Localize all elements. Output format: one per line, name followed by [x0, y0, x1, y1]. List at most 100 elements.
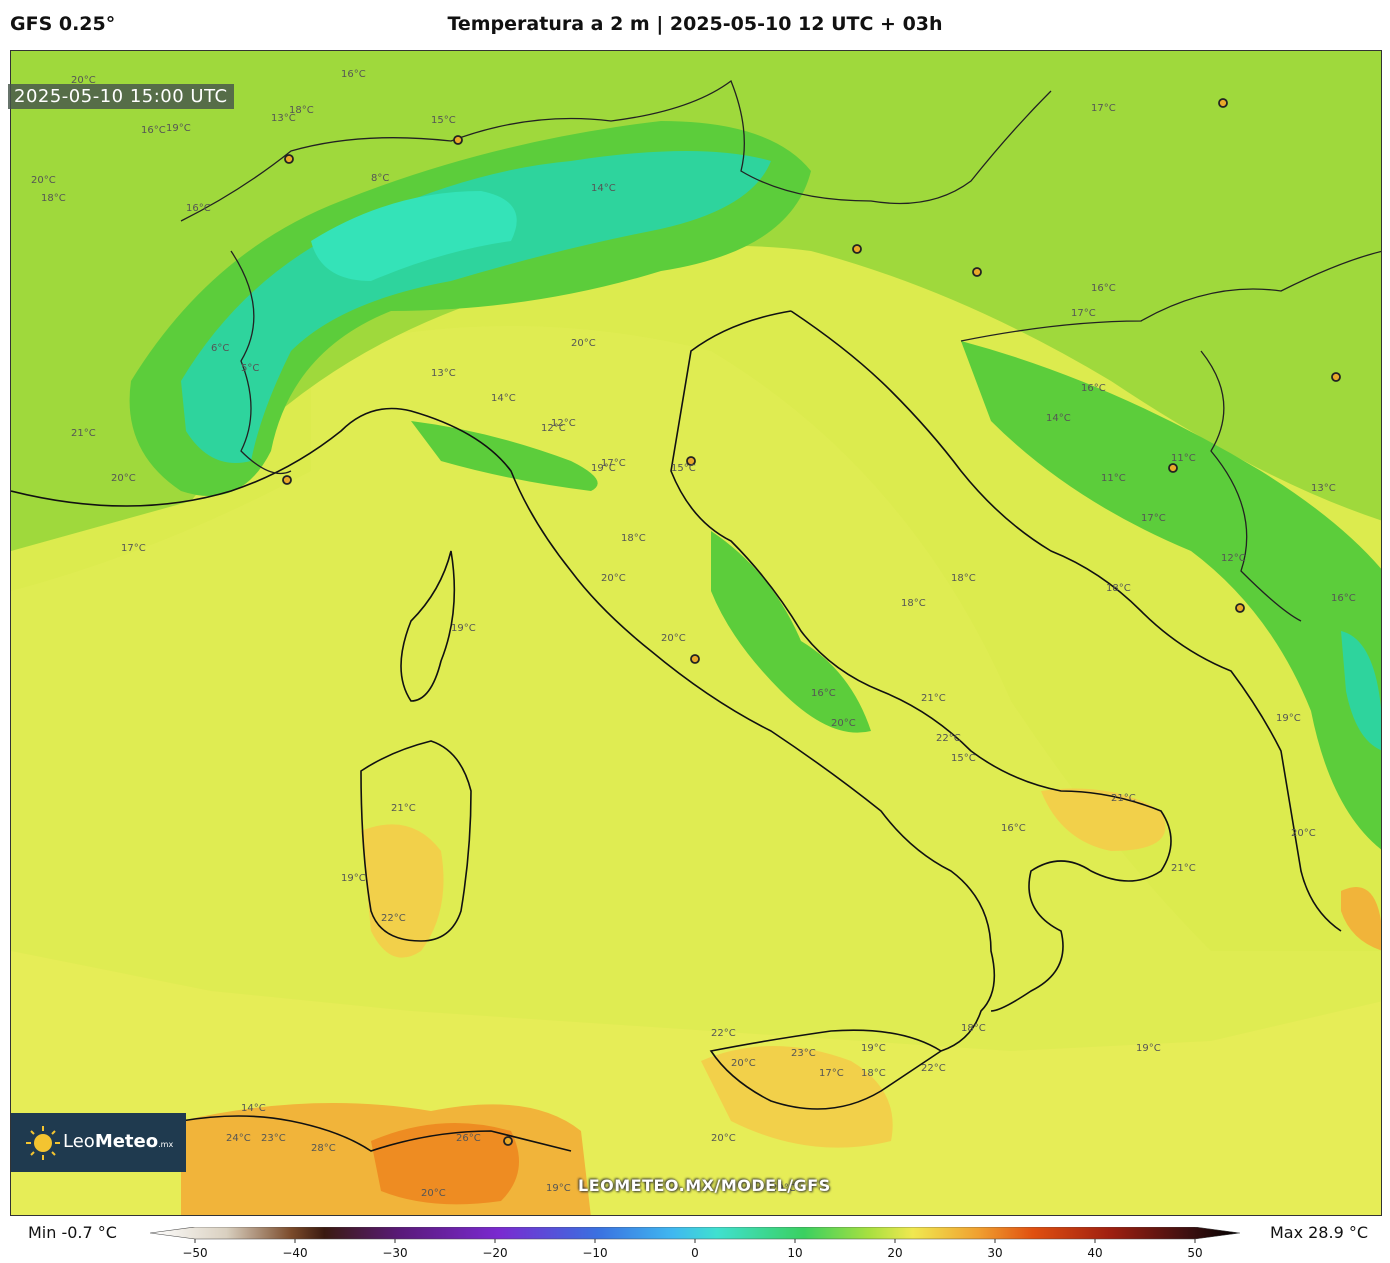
- corsica-coast: [400, 550, 456, 702]
- colorbar-gradient: [150, 1227, 1240, 1240]
- contour-label: 20°C: [571, 338, 596, 349]
- map-title: Temperatura a 2 m | 2025-05-10 12 UTC + …: [447, 13, 943, 35]
- contour-label: 21°C: [1111, 793, 1136, 804]
- field-greece-warm: [1341, 887, 1381, 951]
- contour-label: 16°C: [811, 688, 836, 699]
- colorbar-ticks: −50 −40 −30 −20 −10 0 10 20 30 40 50: [182, 1239, 1203, 1260]
- coastlines: [11, 310, 1342, 1152]
- contour-label: 18°C: [861, 1068, 886, 1079]
- field-africa-hot: [371, 1123, 519, 1205]
- contour-label: 22°C: [936, 733, 961, 744]
- contour-label: 14°C: [591, 183, 616, 194]
- field-north-green: [11, 51, 1381, 551]
- contour-label: 19°C: [591, 463, 616, 474]
- city-marker[interactable]: [284, 154, 294, 164]
- contour-label: 21°C: [921, 693, 946, 704]
- contour-label: 12°C: [551, 418, 576, 429]
- city-marker[interactable]: [1168, 463, 1178, 473]
- city-marker[interactable]: [453, 135, 463, 145]
- contour-label: 13°C: [1311, 483, 1336, 494]
- field-balkans-green: [961, 341, 1381, 850]
- colorbar: −50 −40 −30 −20 −10 0 10 20 30 40 50: [150, 1227, 1240, 1260]
- colorbar-tick-label: −20: [482, 1246, 507, 1260]
- sun-icon: [26, 1126, 60, 1160]
- sicily-coast: [709, 1029, 942, 1110]
- contour-label: 5°C: [241, 363, 259, 374]
- contour-label: 14°C: [241, 1103, 266, 1114]
- contour-label: 18°C: [961, 1023, 986, 1034]
- contour-label: 19°C: [1136, 1043, 1161, 1054]
- city-marker[interactable]: [686, 456, 696, 466]
- contour-label: 20°C: [31, 175, 56, 186]
- contour-label: 6°C: [211, 343, 229, 354]
- contour-label: 20°C: [601, 573, 626, 584]
- contour-label: 17°C: [121, 543, 146, 554]
- watermark-url[interactable]: LEOMETEO.MX/MODEL/GFS: [578, 1176, 831, 1195]
- contour-label: 20°C: [111, 473, 136, 484]
- city-marker[interactable]: [1331, 372, 1341, 382]
- city-marker[interactable]: [1235, 603, 1245, 613]
- colorbar-tick-label: −40: [282, 1246, 307, 1260]
- field-puglia-warm: [1041, 788, 1166, 851]
- contour-label: 11°C: [1101, 473, 1126, 484]
- italy-east-coast: [670, 310, 1172, 1012]
- contour-label: 22°C: [711, 1028, 736, 1039]
- croatia-border: [960, 250, 1381, 342]
- contour-label: 20°C: [661, 633, 686, 644]
- colorbar-tick-label: 50: [1187, 1246, 1202, 1260]
- contour-label: 19°C: [546, 1183, 571, 1194]
- contour-label: 16°C: [1081, 383, 1106, 394]
- contour-label: 15°C: [431, 115, 456, 126]
- contour-label: 17°C: [1141, 513, 1166, 524]
- contour-label: 14°C: [491, 393, 516, 404]
- city-marker[interactable]: [852, 244, 862, 254]
- contour-label: 15°C: [671, 463, 696, 474]
- contour-label: 21°C: [391, 803, 416, 814]
- contour-label: 17°C: [819, 1068, 844, 1079]
- city-marker[interactable]: [503, 1136, 513, 1146]
- contour-label: 19°C: [451, 623, 476, 634]
- contour-label: 19°C: [861, 1043, 886, 1054]
- contour-label: 18°C: [901, 598, 926, 609]
- contour-label: 20°C: [1291, 828, 1316, 839]
- logo-name-light: Leo: [63, 1131, 95, 1152]
- contour-label: 23°C: [261, 1133, 286, 1144]
- field-alps-cyan: [181, 151, 771, 463]
- field-sicily-warm: [701, 1046, 893, 1148]
- city-marker[interactable]: [1218, 98, 1228, 108]
- city-marker[interactable]: [972, 267, 982, 277]
- contour-label: 28°C: [311, 1143, 336, 1154]
- contour-label: 13°C: [271, 113, 296, 124]
- temperature-map[interactable]: 20°C 16°C 15°C 13°C 16°C 18°C 20°C 19°C 18°C 16°C…: [10, 50, 1382, 1216]
- city-marker[interactable]: [690, 654, 700, 664]
- contour-label: 17°C: [1071, 308, 1096, 319]
- header: GFS 0.25° Temperatura a 2 m | 2025-05-10…: [0, 0, 1390, 50]
- contour-label: 20°C: [71, 75, 96, 86]
- contour-label: 14°C: [1046, 413, 1071, 424]
- logo-suffix: .mx: [158, 1140, 174, 1149]
- contour-label: 21°C: [71, 428, 96, 439]
- field-apuane: [411, 421, 598, 491]
- field-sardinia-warm: [361, 824, 444, 958]
- france-italy-border: [230, 250, 292, 475]
- contour-label: 15°C: [951, 753, 976, 764]
- colorbar-tick-label: 20: [887, 1246, 902, 1260]
- city-markers: [282, 98, 1341, 1146]
- colorbar-tick-label: 10: [787, 1246, 802, 1260]
- contour-label: 19°C: [166, 123, 191, 134]
- contour-label: 17°C: [1091, 103, 1116, 114]
- contour-label: 19°C: [1276, 713, 1301, 724]
- city-marker[interactable]: [282, 475, 292, 485]
- min-temperature-label: Min -0.7 °C: [28, 1223, 117, 1242]
- contour-label: 18°C: [621, 533, 646, 544]
- contour-label: 8°C: [371, 173, 389, 184]
- map-canvas: 20°C 16°C 15°C 13°C 16°C 18°C 20°C 19°C 18°C 16°C…: [11, 51, 1381, 1215]
- africa-coast: [180, 1115, 572, 1152]
- contour-label: 16°C: [1001, 823, 1026, 834]
- contour-label: 16°C: [186, 203, 211, 214]
- contour-label: 12°C: [1221, 553, 1246, 564]
- contour-label: 18°C: [951, 573, 976, 584]
- leometeo-logo[interactable]: LeoMeteo.mx: [11, 1113, 186, 1172]
- field-apennines: [711, 531, 871, 733]
- contour-label: 22°C: [381, 913, 406, 924]
